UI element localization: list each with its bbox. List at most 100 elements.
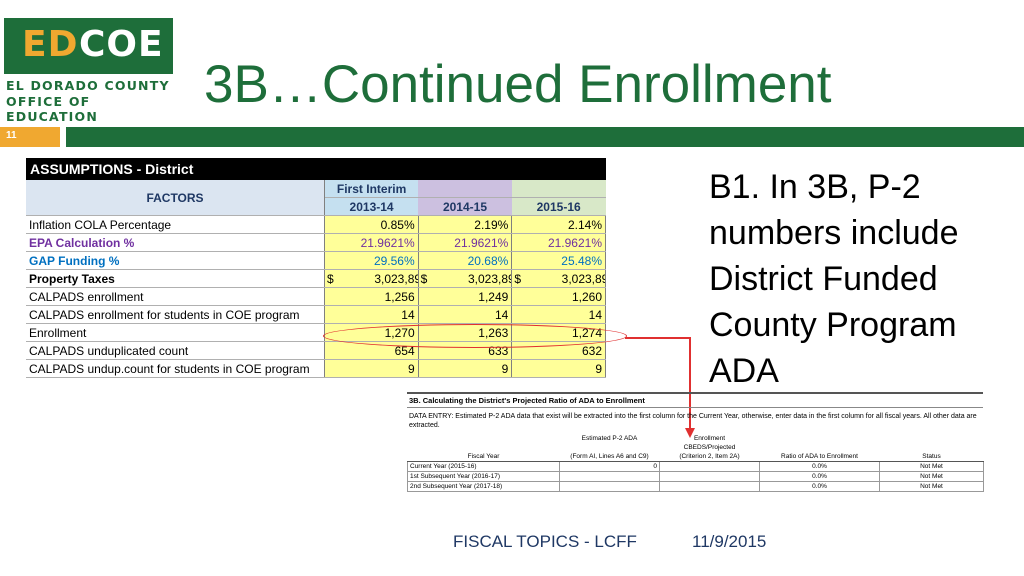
edcoe-logo: ED COE EL DORADO COUNTY OFFICE OF EDUCAT…	[4, 18, 174, 124]
fiscal-year-cell: 2nd Subsequent Year (2017-18)	[407, 481, 560, 492]
calc-row: 1st Subsequent Year (2016-17) 0.0% Not Met	[407, 471, 984, 482]
assumption-value: 9	[511, 359, 606, 378]
assumption-value: 25.48%	[511, 251, 606, 270]
ada-cell	[559, 471, 660, 482]
year-3-header-blank	[511, 180, 606, 198]
status-cell: Not Met	[879, 481, 984, 492]
assumption-value: 14	[324, 305, 419, 324]
year-header: 2015-16	[511, 197, 606, 216]
assumption-value: 14	[418, 305, 513, 324]
status-header: Status	[879, 452, 984, 462]
assumption-label: GAP Funding %	[26, 251, 325, 270]
calc-title: 3B. Calculating the District's Projected…	[407, 392, 983, 408]
assumptions-body: Inflation COLA Percentage 0.85% 2.19% 2.14%…	[26, 215, 606, 378]
calc-row: Current Year (2015-16) 0 0.0% Not Met	[407, 461, 984, 472]
assumption-value: 9	[324, 359, 419, 378]
ratio-header: Ratio of ADA to Enrollment	[759, 452, 880, 462]
assumption-value: 1,249	[418, 287, 513, 306]
assumption-value: 29.56%	[324, 251, 419, 270]
logo-coe-text: COE	[79, 24, 164, 65]
assumption-label: Property Taxes	[26, 269, 325, 288]
year-2-header-blank	[418, 180, 512, 198]
slide-title: 3B…Continued Enrollment	[204, 55, 832, 114]
assumption-value: 1,260	[511, 287, 606, 306]
logo-line-2: OFFICE OF EDUCATION	[6, 94, 99, 124]
assumption-row: CALPADS undup.count for students in COE …	[26, 359, 606, 378]
calc-header-row-3: Fiscal Year (Form AI, Lines A6 and C9) (…	[407, 452, 984, 462]
ratio-cell: 0.0%	[759, 471, 880, 482]
assumption-value: 21.9621%	[418, 233, 513, 252]
note-text: B1. In 3B, P-2 numbers include District …	[709, 168, 959, 390]
assumption-value: 20.68%	[418, 251, 513, 270]
year-header: 2013-14	[324, 197, 419, 216]
ada-header-1: Estimated P-2 ADA	[581, 435, 638, 442]
assumptions-header-row: FACTORS First Interim	[26, 180, 606, 216]
enrollment-header-2: CBEDS/Projected	[683, 444, 736, 451]
currency-symbol: $	[324, 269, 372, 288]
assumption-label: Enrollment	[26, 323, 325, 342]
assumptions-year-row: 2013-14 2014-15 2015-16	[26, 197, 606, 216]
logo-badge: ED COE	[4, 18, 173, 74]
calc-form: 3B. Calculating the District's Projected…	[407, 392, 984, 492]
footer-date: 11/9/2015	[692, 532, 767, 551]
assumption-row: EPA Calculation % 21.9621% 21.9621% 21.9621…	[26, 233, 606, 252]
assumption-row: Inflation COLA Percentage 0.85% 2.19% 2.14%	[26, 215, 606, 234]
enrollment-highlight-circle	[323, 324, 627, 348]
calc-header-row-2: CBEDS/Projected	[408, 443, 984, 452]
assumptions-title: ASSUMPTIONS - District	[26, 158, 606, 180]
arrow-line-horizontal	[625, 337, 691, 339]
assumption-label: CALPADS enrollment	[26, 287, 325, 306]
status-cell: Not Met	[879, 471, 984, 482]
assumption-row: GAP Funding % 29.56% 20.68% 25.48%	[26, 251, 606, 270]
arrow-line-vertical	[689, 337, 691, 429]
calc-header-row-1: Estimated P-2 ADA Enrollment	[408, 434, 984, 443]
enrollment-cell	[659, 471, 760, 482]
assumption-value: 3,023,895	[371, 269, 419, 288]
arrow-head-icon	[685, 428, 695, 438]
assumption-value: 21.9621%	[511, 233, 606, 252]
calc-note: DATA ENTRY: Estimated P-2 ADA data that …	[409, 413, 977, 429]
ratio-cell: 0.0%	[759, 461, 880, 472]
currency-symbol: $	[511, 269, 559, 288]
enrollment-cell	[659, 461, 760, 472]
assumption-row: Property Taxes$3,023,895$3,023,895$3,023…	[26, 269, 606, 288]
ratio-cell: 0.0%	[759, 481, 880, 492]
assumption-label: Inflation COLA Percentage	[26, 215, 325, 234]
assumption-label: CALPADS enrollment for students in COE p…	[26, 305, 325, 324]
currency-symbol: $	[418, 269, 465, 288]
assumption-value: 21.9621%	[324, 233, 419, 252]
factors-header: FACTORS	[26, 180, 325, 216]
first-interim-header: First Interim	[324, 180, 419, 198]
ada-cell: 0	[559, 461, 660, 472]
logo-line-1: EL DORADO COUNTY	[6, 78, 170, 93]
assumption-value: 0.85%	[324, 215, 419, 234]
assumption-value: 14	[511, 305, 606, 324]
slide-number: 11	[6, 130, 17, 141]
assumption-value: 1,256	[324, 287, 419, 306]
enrollment-header-3: (Criterion 2, Item 2A)	[659, 452, 760, 462]
assumption-row: CALPADS enrollment 1,256 1,249 1,260	[26, 287, 606, 306]
status-cell: Not Met	[879, 461, 984, 472]
enrollment-header-1: Enrollment	[693, 435, 726, 442]
year-header: 2014-15	[418, 197, 512, 216]
assumption-value: 3,023,895	[464, 269, 513, 288]
ada-header-2: (Form AI, Lines A6 and C9)	[559, 452, 660, 462]
assumption-value: 2.19%	[418, 215, 513, 234]
calc-row: 2nd Subsequent Year (2017-18) 0.0% Not Met	[407, 481, 984, 492]
calc-table: Estimated P-2 ADA Enrollment CBEDS/Proje…	[407, 434, 984, 492]
ada-cell	[559, 481, 660, 492]
assumption-value: 9	[418, 359, 513, 378]
assumptions-grid: FACTORS First Interim 2013-14 2014-15 20…	[26, 180, 606, 378]
slide-number-bar: 11	[0, 127, 60, 147]
calc-body: Current Year (2015-16) 0 0.0% Not Met 1st Su…	[407, 461, 984, 492]
assumption-label: EPA Calculation %	[26, 233, 325, 252]
assumption-row: CALPADS enrollment for students in COE p…	[26, 305, 606, 324]
enrollment-cell	[659, 481, 760, 492]
header-divider-bar	[66, 127, 1024, 147]
assumption-value: 3,023,895	[558, 269, 606, 288]
fiscal-year-cell: Current Year (2015-16)	[407, 461, 560, 472]
footer-topic: FISCAL TOPICS - LCFF	[453, 532, 637, 551]
assumption-label: CALPADS undup.count for students in COE …	[26, 359, 325, 378]
fiscal-year-cell: 1st Subsequent Year (2016-17)	[407, 471, 560, 482]
assumption-label: CALPADS unduplicated count	[26, 341, 325, 360]
